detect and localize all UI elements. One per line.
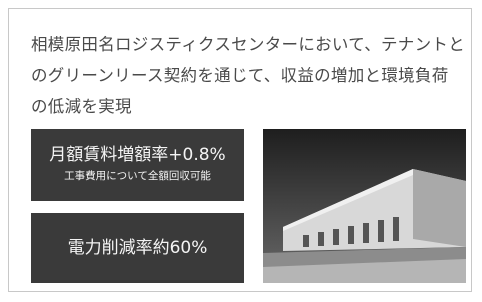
- description-line: の低減を実現: [31, 91, 471, 122]
- highlight-note: 工事費用について全額回収可能: [31, 167, 244, 185]
- description: 相模原田名ロジスティクスセンターにおいて、テナントと のグリーンリース契約を通じ…: [31, 29, 471, 122]
- card: 相模原田名ロジスティクスセンターにおいて、テナントと のグリーンリース契約を通じ…: [8, 8, 472, 292]
- highlight-title: 電力削減率約60%: [31, 213, 244, 283]
- highlight-title: 月額賃料増額率+0.8%: [31, 143, 244, 167]
- page: {"description": {"lines": ["相模原田名ロジスティクス…: [0, 0, 482, 302]
- warehouse-photo: [263, 129, 466, 283]
- highlight-box: 電力削減率約60%: [31, 213, 244, 283]
- description-line: 相模原田名ロジスティクスセンターにおいて、テナントと: [31, 29, 471, 60]
- highlight-box: 月額賃料増額率+0.8% 工事費用について全額回収可能: [31, 129, 244, 201]
- description-line: のグリーンリース契約を通じて、収益の増加と環境負荷: [31, 60, 471, 91]
